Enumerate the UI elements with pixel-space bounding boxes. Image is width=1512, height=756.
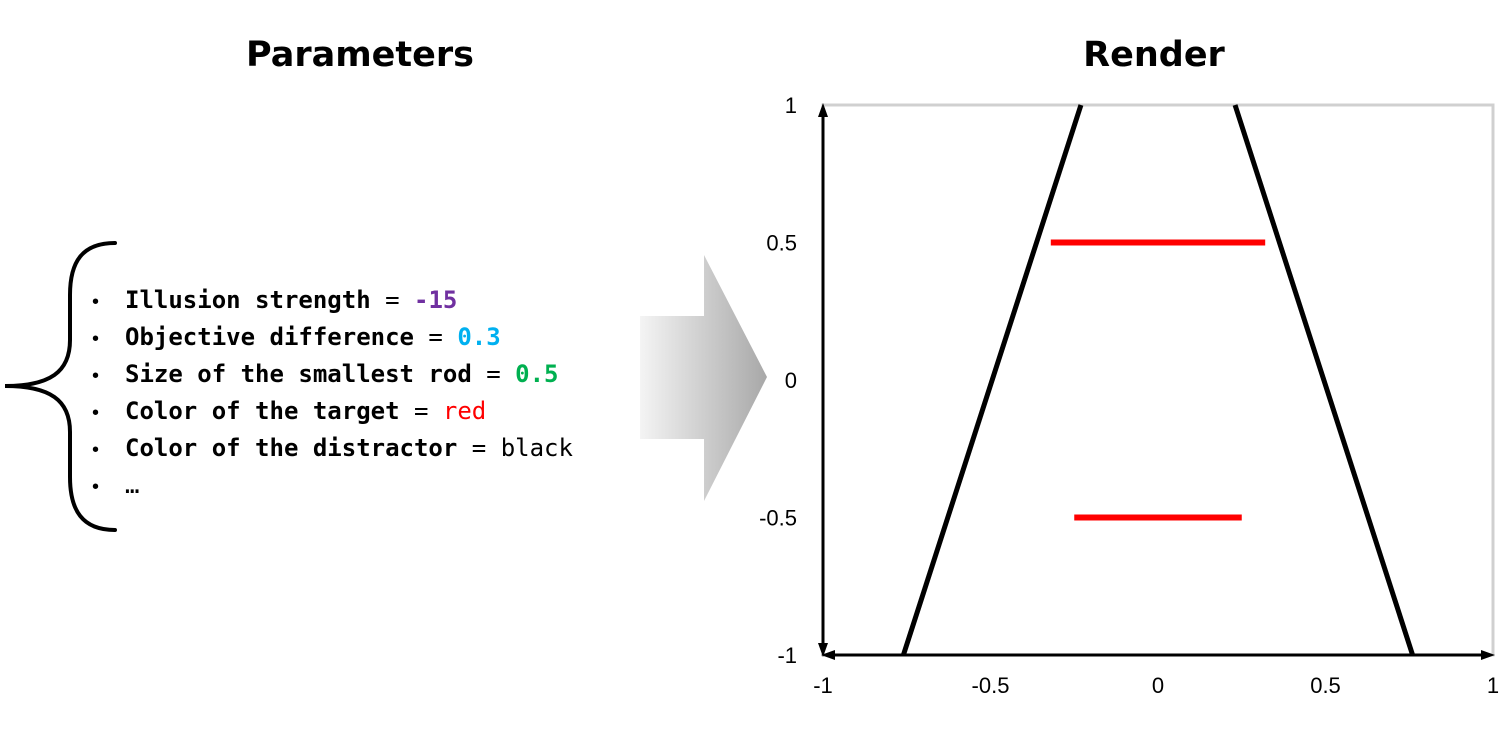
parameter-name: Color of the distractor (125, 434, 458, 462)
render-title: Render (1083, 35, 1225, 75)
bullet-icon: • (92, 402, 100, 424)
x-axis-arrow-left-icon (821, 650, 835, 660)
parameter-item: • Size of the smallest rod = 0.5 (92, 357, 573, 394)
x-tick-label: -0.5 (972, 673, 1010, 698)
x-axis-arrow-right-icon (1481, 650, 1495, 660)
parameter-item: • Illusion strength = -15 (92, 283, 573, 320)
plot-axes (818, 103, 1495, 660)
x-tick-label: -1 (813, 673, 833, 698)
y-tick-label: 0 (785, 368, 797, 393)
y-tick-label: -0.5 (759, 506, 797, 531)
parameter-value: -15 (414, 286, 458, 314)
x-tick-label: 1 (1487, 673, 1499, 698)
y-axis-arrow-down-icon (818, 643, 828, 657)
parameter-value: 0.3 (457, 323, 501, 351)
bullet-icon: • (92, 328, 100, 350)
distractor-rods (901, 104, 1415, 656)
parameter-list: • Illusion strength = -15 • Objective diffe… (92, 283, 573, 505)
distractor-rod (901, 104, 1084, 656)
y-tick-label: 0.5 (766, 231, 797, 256)
parameter-separator: = (370, 286, 414, 314)
parameter-name: Size of the smallest rod (125, 360, 472, 388)
parameter-value: black (500, 434, 573, 462)
parameter-name: Illusion strength (125, 286, 371, 314)
y-tick-label: -1 (777, 643, 797, 668)
parameter-item: • Objective difference = 0.3 (92, 320, 573, 357)
parameter-item: •… (92, 468, 573, 505)
plot-frame (821, 103, 1495, 657)
parameter-item: • Color of the target = red (92, 394, 573, 431)
parameter-value: 0.5 (515, 360, 559, 388)
distractor-rod (1232, 104, 1415, 656)
curly-brace (4, 241, 117, 532)
target-rods (1050, 239, 1266, 521)
parameter-name: Objective difference (125, 323, 414, 351)
parameter-separator: = (399, 397, 443, 425)
tick-labels: -1 -0.5 0 0.5 1 1 0.5 0 -0.5 -1 (759, 93, 1499, 698)
parameters-title: Parameters (246, 35, 474, 75)
bullet-icon: • (92, 365, 100, 387)
parameter-value: red (442, 397, 487, 425)
render-plot: -1 -0.5 0 0.5 1 1 0.5 0 -0.5 -1 (759, 93, 1499, 698)
x-tick-label: 0.5 (1310, 673, 1341, 698)
parameter-item: • Color of the distractor = black (92, 431, 573, 468)
x-tick-label: 0 (1152, 673, 1164, 698)
y-axis-arrow-up-icon (818, 103, 828, 117)
bullet-icon: • (92, 439, 100, 461)
parameter-separator: = (457, 434, 501, 462)
parameter-name: … (125, 471, 140, 499)
transform-arrow (640, 255, 767, 501)
parameter-separator: = (471, 360, 516, 388)
y-tick-label: 1 (785, 93, 797, 118)
parameter-separator: = (413, 323, 458, 351)
bullet-icon: • (92, 476, 100, 498)
parameter-name: Color of the target (125, 397, 400, 425)
bullet-icon: • (92, 291, 100, 313)
